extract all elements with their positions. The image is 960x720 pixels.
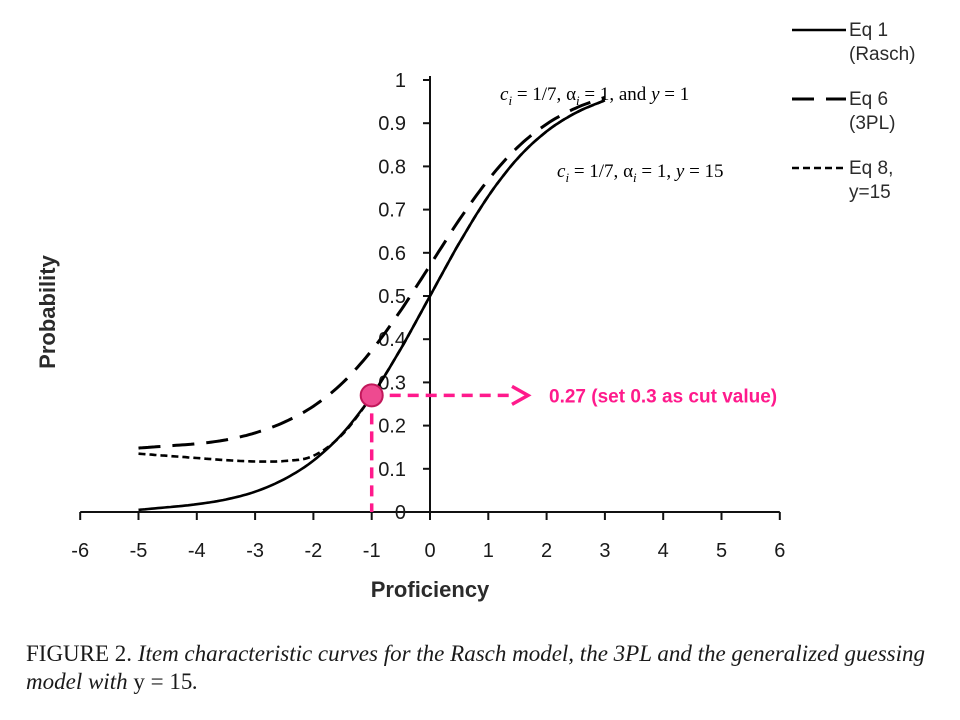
y-tick-label: 0.1 <box>378 459 406 481</box>
y-tick-label: 0.9 <box>378 113 406 135</box>
series-line-3 <box>138 99 606 463</box>
x-tick-label: -1 <box>363 540 381 562</box>
cut-point-marker <box>359 383 384 408</box>
y-tick-label: 0.7 <box>378 200 406 222</box>
legend-label: y=15 <box>849 182 891 203</box>
series-line-2 <box>138 95 606 450</box>
x-tick-label: 0 <box>424 540 435 562</box>
y-tick-label: 0.8 <box>378 156 406 178</box>
x-tick-label: -5 <box>130 540 148 562</box>
x-tick-label: -3 <box>246 540 264 562</box>
legend: Eq 1 (Rasch) Eq 6 (3PL) Eq 8, y=15 ci = 1/7, α… <box>500 20 916 203</box>
cut-arrowhead <box>511 384 532 406</box>
icc-chart: -6 -5 -4 -3 -2 -1 0 1 2 3 4 5 600.10.20.30.40.50.60.… <box>35 20 916 602</box>
cut-annotation-label: 0.27 (set 0.3 as cut value) <box>549 386 777 407</box>
legend-label: (3PL) <box>849 113 895 134</box>
x-tick-label: 6 <box>774 540 785 562</box>
x-axis-title: Proficiency <box>371 577 490 602</box>
x-tick-label: 4 <box>658 540 669 562</box>
legend-label: Eq 1 <box>849 20 888 41</box>
x-tick-label: -6 <box>71 540 89 562</box>
y-tick-label: 0.5 <box>378 286 406 308</box>
x-tick-label: 1 <box>483 540 494 562</box>
chart-axes: -6 -5 -4 -3 -2 -1 0 1 2 3 4 5 600.10.20.30.40.50.60.… <box>71 70 785 562</box>
y-tick-label: 0.6 <box>378 243 406 265</box>
x-tick-label: -2 <box>305 540 323 562</box>
y-tick-label: 0 <box>395 502 406 524</box>
caption-text: Item characteristic curves for the Rasch… <box>26 641 925 694</box>
chart-marks: 0.27 (set 0.3 as cut value) <box>359 383 777 512</box>
caption-equation: y = 15 <box>133 669 193 694</box>
legend-label: Eq 6 <box>849 89 888 110</box>
series-line-1 <box>138 99 606 512</box>
caption-end: . <box>192 669 199 694</box>
parameter-formula: ci = 1/7, αi = 1, and y = 1 <box>500 84 689 108</box>
y-tick-label: 0.2 <box>378 416 406 438</box>
figure-caption: FIGURE 2. Item characteristic curves for… <box>26 640 946 696</box>
x-tick-label: 2 <box>541 540 552 562</box>
y-tick-label: 1 <box>395 70 406 92</box>
figure-label: FIGURE 2. <box>26 641 138 666</box>
legend-label: Eq 8, <box>849 158 893 179</box>
y-tick-label: 0.3 <box>378 372 406 394</box>
y-axis-title: Probability <box>35 254 60 368</box>
parameter-formula: ci = 1/7, αi = 1, y = 15 <box>557 161 724 185</box>
x-tick-label: 3 <box>599 540 610 562</box>
x-tick-label: 5 <box>716 540 727 562</box>
chart-curves <box>138 95 606 512</box>
legend-label: (Rasch) <box>849 44 916 65</box>
x-tick-label: -4 <box>188 540 206 562</box>
